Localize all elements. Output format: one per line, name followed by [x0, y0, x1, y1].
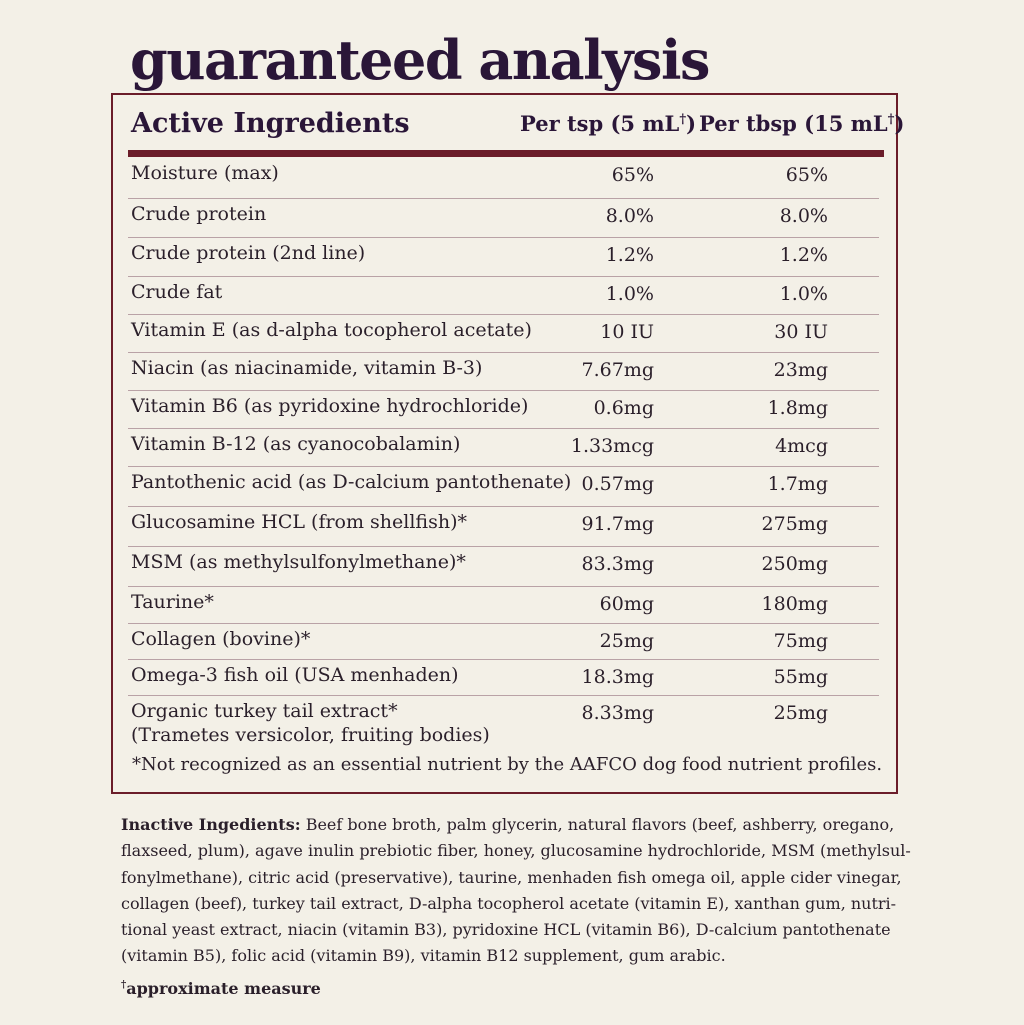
ingredient-name: Crude fat — [131, 281, 223, 303]
table-row: Niacin (as niacinamide, vitamin B-3) 7.67… — [128, 352, 879, 391]
ingredient-name: Omega-3 fish oil (USA menhaden) — [131, 664, 459, 686]
ingredient-name: Crude protein (2nd line) — [131, 242, 366, 264]
value-per-tbsp: 1.7mg — [767, 473, 828, 495]
ingredient-name: Vitamin E (as d-alpha tocopherol acetate… — [131, 319, 532, 341]
table-row: Crude fat 1.0% 1.0% — [128, 276, 879, 315]
ingredient-name: Vitamin B6 (as pyridoxine hydrochloride) — [131, 395, 529, 417]
table-row: Moisture (max) 65% 65% — [128, 157, 879, 199]
value-per-tbsp: 65% — [785, 164, 828, 186]
table-row: Crude protein (2nd line) 1.2% 1.2% — [128, 237, 879, 277]
ingredient-name: Organic turkey tail extract* (Trametes ve… — [131, 700, 490, 746]
value-per-tbsp: 1.8mg — [767, 397, 828, 419]
inactive-ingredients: Inactive Ingedients: Beef bone broth, pa… — [121, 812, 921, 970]
inactive-line: tional yeast extract, niacin (vitamin B3… — [121, 920, 891, 940]
value-per-tbsp: 55mg — [773, 666, 828, 688]
value-per-tbsp: 8.0% — [779, 205, 828, 227]
table-row: Vitamin B-12 (as cyanocobalamin) 1.33mcg 4… — [128, 428, 879, 467]
value-per-tsp: 1.33mcg — [570, 435, 654, 457]
ingredient-name: Crude protein — [131, 203, 267, 225]
value-per-tsp: 0.6mg — [593, 397, 654, 419]
value-per-tsp: 1.0% — [605, 283, 654, 305]
inactive-line: Inactive Ingedients: Beef bone broth, pa… — [121, 815, 895, 834]
ingredient-name: Pantothenic acid (as D-calcium pantothen… — [131, 471, 572, 493]
table-row: Omega-3 fish oil (USA menhaden) 18.3mg 55m… — [128, 659, 879, 696]
value-per-tbsp: 250mg — [761, 553, 828, 575]
ingredient-name: Glucosamine HCL (from shellfish)* — [131, 511, 468, 533]
inactive-line: flaxseed, plum), agave inulin prebiotic … — [121, 841, 911, 861]
inactive-line: fonylmethane), citric acid (preservative… — [121, 867, 902, 887]
value-per-tsp: 10 IU — [600, 321, 654, 343]
inactive-label: Inactive Ingedients: — [121, 815, 301, 834]
value-per-tbsp: 30 IU — [774, 321, 828, 343]
value-per-tsp: 91.7mg — [581, 513, 654, 535]
value-per-tbsp: 1.2% — [779, 244, 828, 266]
table-row: Glucosamine HCL (from shellfish)* 91.7mg 2… — [128, 506, 879, 547]
table-row: Collagen (bovine)* 25mg 75mg — [128, 623, 879, 660]
table-row: Pantothenic acid (as D-calcium pantothen… — [128, 466, 879, 507]
value-per-tsp: 83.3mg — [581, 553, 654, 575]
value-per-tsp: 8.0% — [605, 205, 654, 227]
table-row: Vitamin E (as d-alpha tocopherol acetate… — [128, 314, 879, 353]
table-row: Vitamin B6 (as pyridoxine hydrochloride)… — [128, 390, 879, 429]
header-active-ingredients: Active Ingredients — [131, 108, 410, 139]
header-divider — [128, 150, 884, 157]
inactive-line: collagen (beef), turkey tail extract, D-… — [121, 893, 897, 913]
header-per-tsp: Per tsp (5 mL†) — [520, 111, 697, 136]
ingredient-name: Vitamin B-12 (as cyanocobalamin) — [131, 433, 461, 455]
table-row: Organic turkey tail extract* (Trametes ve… — [128, 695, 879, 749]
table-row: Taurine* 60mg 180mg — [128, 586, 879, 624]
value-per-tsp: 7.67mg — [581, 359, 654, 381]
header-per-tbsp: Per tbsp (15 mL†) — [699, 111, 905, 136]
value-per-tsp: 60mg — [599, 593, 654, 615]
value-per-tsp: 25mg — [599, 630, 654, 652]
value-per-tbsp: 75mg — [773, 630, 828, 652]
value-per-tbsp: 25mg — [773, 702, 828, 724]
value-per-tsp: 0.57mg — [581, 473, 654, 495]
ingredient-name: Collagen (bovine)* — [131, 628, 311, 650]
value-per-tbsp: 180mg — [761, 593, 828, 615]
value-per-tbsp: 275mg — [761, 513, 828, 535]
ingredient-name: Taurine* — [131, 591, 214, 613]
table-row: Crude protein 8.0% 8.0% — [128, 198, 879, 238]
ingredient-name: Niacin (as niacinamide, vitamin B-3) — [131, 357, 483, 379]
value-per-tbsp: 1.0% — [779, 283, 828, 305]
value-per-tsp: 18.3mg — [581, 666, 654, 688]
ingredient-name: MSM (as methylsulfonylmethane)* — [131, 551, 466, 573]
value-per-tsp: 8.33mg — [581, 702, 654, 724]
table-footnote: *Not recognized as an essential nutrient… — [132, 754, 883, 775]
value-per-tbsp: 23mg — [773, 359, 828, 381]
value-per-tsp: 1.2% — [605, 244, 654, 266]
ingredient-name: Moisture (max) — [131, 162, 279, 184]
table-row: MSM (as methylsulfonylmethane)* 83.3mg 250… — [128, 546, 879, 587]
approximate-measure-note: †approximate measure — [121, 979, 321, 998]
inactive-line: (vitamin B5), folic acid (vitamin B9), v… — [121, 946, 726, 966]
page-title: guaranteed analysis — [130, 28, 710, 92]
analysis-table-panel — [111, 93, 898, 794]
value-per-tsp: 65% — [611, 164, 654, 186]
value-per-tbsp: 4mcg — [775, 435, 828, 457]
